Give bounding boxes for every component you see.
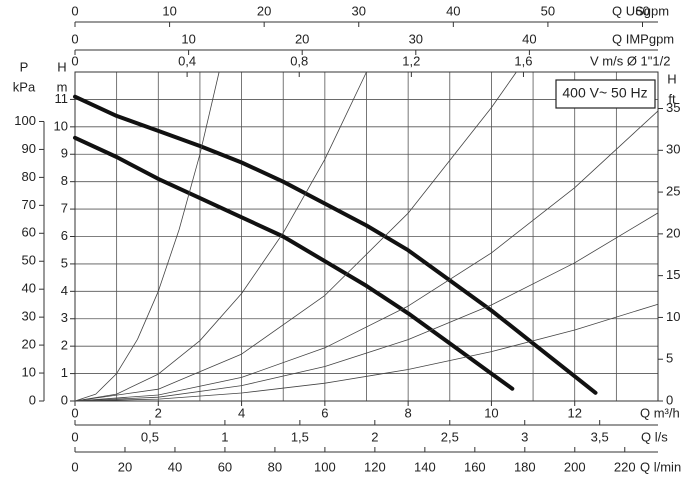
y-tick-label: 8 [61, 173, 68, 188]
x-tick-label: 2 [371, 429, 378, 444]
curve [73, 94, 598, 395]
x-tick-label: 0,5 [141, 429, 159, 444]
x-tick-label: 0 [71, 405, 78, 420]
y-tick-label: 10 [666, 309, 680, 324]
x-tick-label: 140 [414, 459, 436, 474]
y-axis-title: H [667, 71, 676, 86]
y-tick-label: 0 [61, 392, 68, 407]
x-tick-label: 0,8 [290, 53, 308, 68]
y-tick-label: 30 [22, 309, 36, 324]
curve [74, 71, 220, 402]
x-tick-label: 12 [567, 405, 581, 420]
curve [74, 71, 517, 402]
y-axis-title: m [57, 79, 68, 94]
y-tick-label: 20 [666, 225, 680, 240]
x-tick-label: 8 [405, 405, 412, 420]
x-tick-label: 200 [564, 459, 586, 474]
y-tick-label: 5 [61, 255, 68, 270]
x-tick-label: 180 [514, 459, 536, 474]
x-tick-label: 30 [352, 3, 366, 18]
curve [74, 110, 659, 402]
y-tick-label: 100 [14, 113, 36, 128]
x-tick-label: 6 [321, 405, 328, 420]
x-tick-label: 20 [257, 3, 271, 18]
x-axis-title: V m/s Ø 1"1/2 [590, 53, 670, 68]
x-tick-label: 50 [541, 3, 555, 18]
annotation: 400 V~ 50 Hz [562, 85, 647, 101]
x-tick-label: 30 [409, 31, 423, 46]
x-tick-label: 20 [118, 459, 132, 474]
x-tick-label: 40 [522, 31, 536, 46]
x-tick-label: 80 [268, 459, 282, 474]
x-tick-label: 0 [71, 31, 78, 46]
x-axis-title: Q USgpm [612, 3, 669, 18]
y-tick-label: 5 [666, 351, 673, 366]
y-tick-label: 1 [61, 365, 68, 380]
y-tick-label: 25 [666, 184, 680, 199]
y-axis-title: P [20, 59, 29, 74]
x-axis-title: Q l/min [640, 459, 681, 474]
y-tick-label: 11 [55, 91, 69, 106]
x-tick-label: 1,2 [402, 53, 420, 68]
x-axis-title: Q IMPgpm [612, 31, 674, 46]
y-axis-title: kPa [13, 79, 36, 94]
y-tick-label: 3 [61, 310, 68, 325]
curve [73, 135, 515, 391]
y-tick-label: 0 [666, 392, 673, 407]
y-tick-label: 20 [22, 337, 36, 352]
x-tick-label: 100 [314, 459, 336, 474]
x-tick-label: 4 [238, 405, 245, 420]
x-tick-label: 0 [71, 3, 78, 18]
x-tick-label: 0,4 [178, 53, 196, 68]
curve [74, 71, 367, 402]
x-tick-label: 2,5 [441, 429, 459, 444]
y-tick-label: 80 [22, 169, 36, 184]
y-tick-label: 15 [666, 267, 680, 282]
x-tick-label: 1,5 [291, 429, 309, 444]
y-tick-label: 7 [61, 201, 68, 216]
annotation-box [555, 79, 656, 109]
x-tick-label: 3,5 [591, 429, 609, 444]
x-tick-label: 160 [464, 459, 486, 474]
x-tick-label: 40 [446, 3, 460, 18]
x-tick-label: 10 [181, 31, 195, 46]
y-tick-label: 50 [22, 253, 36, 268]
y-tick-label: 2 [61, 338, 68, 353]
y-tick-label: 10 [54, 118, 68, 133]
x-tick-label: 60 [218, 459, 232, 474]
y-tick-label: 0 [29, 392, 36, 407]
x-axis-title: Q l/s [641, 429, 668, 444]
y-axis-title: ft [668, 91, 676, 106]
y-tick-label: 35 [666, 100, 680, 115]
x-tick-label: 40 [168, 459, 182, 474]
x-axis-title: Q m³/h [640, 405, 680, 420]
x-tick-label: 0 [71, 459, 78, 474]
y-tick-label: 90 [22, 141, 36, 156]
x-tick-label: 3 [521, 429, 528, 444]
y-tick-label: 40 [22, 281, 36, 296]
curve [74, 303, 659, 402]
y-tick-label: 10 [22, 364, 36, 379]
y-tick-label: 70 [22, 197, 36, 212]
y-tick-label: 6 [61, 228, 68, 243]
y-tick-label: 4 [61, 283, 68, 298]
curve [74, 212, 659, 402]
x-tick-label: 120 [364, 459, 386, 474]
x-tick-label: 1 [221, 429, 228, 444]
x-tick-label: 0 [71, 429, 78, 444]
x-tick-label: 10 [162, 3, 176, 18]
x-tick-label: 2 [155, 405, 162, 420]
x-tick-label: 60 [635, 3, 649, 18]
y-tick-label: 30 [666, 142, 680, 157]
x-tick-label: 20 [295, 31, 309, 46]
y-tick-label: 9 [61, 146, 68, 161]
x-tick-label: 0 [71, 53, 78, 68]
x-tick-label: 1,6 [514, 53, 532, 68]
x-tick-label: 10 [484, 405, 498, 420]
y-tick-label: 60 [22, 225, 36, 240]
y-axis-title: H [57, 59, 66, 74]
x-tick-label: 220 [614, 459, 636, 474]
